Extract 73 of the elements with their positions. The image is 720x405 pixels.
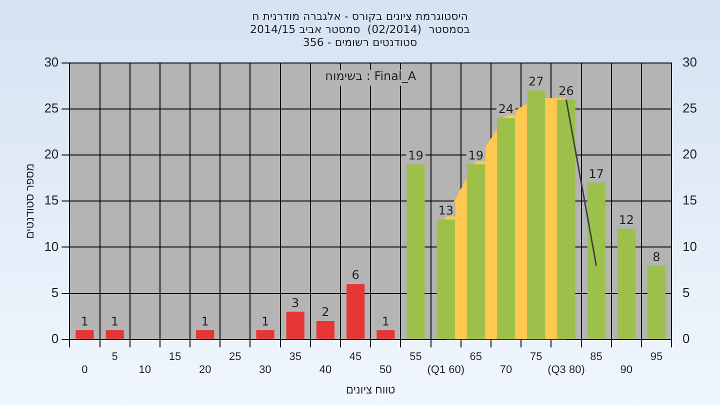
data-label: 6 bbox=[352, 268, 360, 282]
bar bbox=[617, 228, 636, 339]
data-label: 13 bbox=[438, 204, 454, 218]
x-tick-label: 5 bbox=[112, 351, 118, 364]
x-tick-label: 95 bbox=[650, 351, 663, 364]
y2-tick-label: 20 bbox=[682, 146, 698, 162]
x-tick-label: 30 bbox=[259, 364, 272, 376]
y2-tick-label: 10 bbox=[682, 238, 698, 254]
bar bbox=[106, 330, 124, 339]
y-tick-label: 25 bbox=[44, 100, 59, 116]
x-tick-label: (Q3 80) bbox=[548, 364, 585, 376]
y2-tick-label: 0 bbox=[682, 330, 690, 346]
x-tick-label: (Q1 60) bbox=[427, 364, 464, 376]
x-tick-label: 75 bbox=[530, 351, 542, 364]
data-label: 1 bbox=[80, 314, 89, 328]
bar bbox=[647, 266, 666, 339]
data-label: 1 bbox=[201, 314, 209, 328]
chart-subtitle: בסמסטר (02/2014) סמסטר אביב 2014/15 סטודנטים רשומים - 356 bbox=[248, 23, 472, 49]
x-tick-label: 45 bbox=[349, 351, 362, 364]
bar bbox=[436, 220, 455, 339]
bar bbox=[196, 330, 214, 339]
data-label: 1 bbox=[382, 314, 390, 328]
bar bbox=[496, 118, 516, 339]
x-tick-label: 35 bbox=[289, 351, 302, 364]
x-tick-label: 40 bbox=[319, 364, 332, 376]
y-axis-title: מספר סטודנטים bbox=[24, 163, 37, 239]
y2-tick-label: 5 bbox=[682, 284, 690, 300]
data-label: 1 bbox=[261, 314, 270, 328]
data-label: 26 bbox=[558, 84, 574, 98]
bar bbox=[76, 330, 94, 339]
bar bbox=[587, 182, 606, 339]
data-label: 8 bbox=[652, 250, 660, 264]
bar bbox=[466, 164, 485, 339]
x-tick-label: 70 bbox=[500, 364, 512, 376]
x-axis-title: טווח ציונים bbox=[346, 384, 396, 396]
x-tick-label: 20 bbox=[198, 364, 212, 376]
data-label: 17 bbox=[588, 166, 604, 181]
y-tick-label: 5 bbox=[51, 284, 59, 300]
annotation: בשימוח : Final_A bbox=[325, 68, 417, 83]
data-label: 1 bbox=[110, 314, 119, 328]
y2-tick-label: 25 bbox=[682, 100, 698, 116]
bar bbox=[557, 100, 576, 339]
data-label: 27 bbox=[528, 74, 544, 89]
bar bbox=[286, 312, 304, 339]
bar bbox=[527, 90, 546, 339]
bar bbox=[406, 164, 425, 339]
y-tick-label: 15 bbox=[44, 192, 59, 208]
y2-tick-label: 15 bbox=[682, 192, 698, 208]
x-tick-label: 65 bbox=[470, 351, 482, 364]
y-tick-label: 30 bbox=[44, 54, 59, 70]
bar bbox=[316, 320, 334, 339]
y-tick-label: 20 bbox=[44, 146, 59, 162]
x-tick-label: 0 bbox=[82, 364, 88, 376]
data-label: 24 bbox=[498, 102, 514, 116]
data-label: 2 bbox=[322, 305, 330, 320]
x-tick-label: 90 bbox=[620, 364, 633, 376]
x-tick-label: 25 bbox=[229, 351, 242, 364]
x-tick-label: 85 bbox=[590, 351, 602, 364]
x-tick-label: 10 bbox=[138, 364, 152, 376]
x-tick-label: 50 bbox=[380, 364, 392, 376]
y-tick-label: 0 bbox=[51, 330, 59, 346]
x-tick-label: 15 bbox=[168, 351, 182, 364]
y2-tick-label: 30 bbox=[682, 54, 698, 70]
data-label: 19 bbox=[408, 148, 424, 162]
data-label: 19 bbox=[468, 148, 484, 162]
bar bbox=[346, 284, 365, 339]
data-label: 12 bbox=[618, 212, 634, 227]
bar bbox=[256, 330, 274, 339]
x-tick-label: 55 bbox=[410, 351, 422, 364]
chart-title: היסטוגרמת ציונים בקורס - אלגברה מודרנית ח bbox=[251, 10, 469, 23]
y-tick-label: 10 bbox=[44, 238, 59, 254]
bar bbox=[376, 330, 395, 339]
data-label: 3 bbox=[292, 296, 300, 310]
